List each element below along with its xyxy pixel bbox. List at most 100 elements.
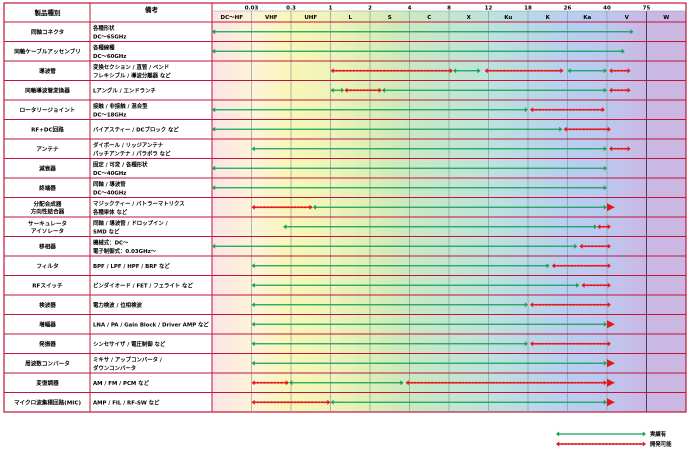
- row-product-name: アイソレータ: [31, 227, 65, 235]
- proven-arrow-end: [603, 165, 607, 171]
- boundary-label: 0.03: [245, 6, 259, 12]
- row-notes: 電力検波 / 位相検波: [93, 301, 142, 309]
- proven-arrow-end: [546, 263, 550, 269]
- proven-arrow-start: [212, 185, 216, 191]
- dev-arrow-end: [607, 243, 611, 249]
- dev-arrow-end: [627, 146, 631, 152]
- proven-arrow-start: [556, 431, 560, 437]
- proven-arrow-start: [251, 282, 255, 288]
- row-notes: DC〜65GHz: [93, 34, 126, 40]
- row-product-name: 移相器: [39, 242, 56, 250]
- dev-arrow-tip: [607, 378, 615, 387]
- row-notes: シンセサイザ / 電圧制御 など: [93, 340, 166, 348]
- row-notes: バイアスティー / DCブロック など: [93, 125, 179, 133]
- row-notes: ピンダイオード / FET / フェライト など: [93, 281, 193, 289]
- proven-arrow-start: [251, 302, 255, 308]
- proven-arrow-end: [603, 185, 607, 191]
- band-bg-x: [449, 11, 489, 412]
- row-notes: DC〜40GHz: [93, 171, 126, 177]
- row-notes: ミキサ / アップコンバータ /: [93, 355, 162, 363]
- row-product-name: フィルタ: [36, 262, 59, 270]
- proven-arrow-start: [251, 146, 255, 152]
- band-label: L: [348, 15, 352, 21]
- dev-arrow-tip: [607, 398, 615, 407]
- proven-arrow-start: [283, 224, 287, 230]
- proven-arrow-end: [603, 87, 607, 93]
- band-label: K: [546, 15, 551, 21]
- boundary-label: 8: [447, 6, 451, 12]
- header-notes: 備考: [145, 5, 159, 14]
- row-product-name: 検波器: [39, 301, 56, 309]
- band-label: C: [427, 15, 431, 21]
- row-notes: 固定 / 可変 / 各種形状: [93, 160, 148, 168]
- dev-arrow-start: [529, 107, 534, 113]
- dev-arrow-start: [330, 68, 334, 74]
- boundary-label: 4: [408, 6, 412, 12]
- dev-arrow-end: [627, 68, 631, 74]
- row-product-name: 同軸ケーブルアッセンブリ: [14, 47, 81, 55]
- row-notes: BPF / LPF / HPF / BRF など: [93, 262, 170, 270]
- row-notes: 接触 / 非接触 / 混合型: [93, 102, 148, 110]
- band-bg-l: [330, 11, 371, 412]
- row-product-name: RF+DC回路: [31, 125, 64, 133]
- row-product-name: アンテナ: [36, 146, 59, 153]
- row-notes: 機械式：DC〜: [93, 238, 129, 246]
- row-product-name: 変復調器: [36, 379, 59, 387]
- band-label: V: [625, 15, 630, 21]
- row-product-name: 分配合成器: [34, 200, 62, 208]
- boundary-label: 1: [329, 6, 333, 12]
- proven-arrow-start: [212, 107, 216, 113]
- dev-arrow-start: [251, 380, 255, 386]
- boundary-label: 0.3: [286, 6, 296, 12]
- proven-arrow-end: [559, 126, 563, 132]
- proven-arrow-end: [524, 107, 528, 113]
- row-notes: フレキシブル / 導波分離器 など: [93, 71, 171, 79]
- dev-arrow-start: [608, 87, 613, 93]
- proven-arrow-start: [251, 341, 255, 347]
- proven-arrow-end: [603, 321, 607, 327]
- row-notes: 同軸 / 導波管: [93, 180, 126, 188]
- proven-arrow-end: [630, 29, 634, 35]
- dev-arrow-start: [529, 302, 534, 308]
- dev-arrow-start: [344, 87, 348, 93]
- row-product-name: サーキュレータ: [28, 219, 67, 227]
- dev-arrow-end: [627, 87, 631, 93]
- row-product-name: 増幅器: [39, 320, 56, 328]
- row-notes: 各種線種: [92, 43, 115, 51]
- dev-arrow-tip: [607, 203, 615, 212]
- dev-arrow-start: [556, 441, 560, 447]
- dev-arrow-start: [608, 68, 613, 74]
- proven-arrow-start: [212, 126, 216, 132]
- boundary-label: 18: [524, 6, 532, 12]
- dev-arrow-start: [529, 341, 534, 347]
- proven-arrow-start: [251, 321, 255, 327]
- row-notes: 各種形状: [92, 24, 115, 32]
- row-notes: SMD など: [93, 227, 120, 235]
- proven-arrow-end: [603, 146, 607, 152]
- proven-arrow-start: [567, 68, 571, 74]
- band-label: Ka: [583, 15, 591, 21]
- row-notes: ダウンコンバータ: [93, 364, 136, 372]
- dev-arrow-end: [607, 224, 611, 230]
- dev-arrow-end: [327, 399, 331, 405]
- band-bg-c: [409, 11, 450, 412]
- band-label: VHF: [265, 15, 278, 21]
- label-columns-bg: [4, 3, 212, 412]
- proven-arrow-start: [212, 48, 216, 54]
- dev-arrow-end: [607, 126, 611, 132]
- band-label: UHF: [304, 15, 317, 21]
- row-product-name: 周波数コンバータ: [25, 359, 70, 367]
- dev-arrow-start: [597, 224, 601, 230]
- proven-arrow-start: [381, 87, 386, 93]
- proven-arrow-start: [251, 263, 255, 269]
- proven-arrow-start: [251, 360, 255, 366]
- row-notes: 電子制御式：0.03GHz〜: [93, 247, 157, 255]
- proven-arrow-start: [312, 204, 316, 210]
- dev-arrow-end: [642, 441, 646, 447]
- boundary-label: 2: [368, 6, 372, 12]
- proven-arrow-start: [212, 29, 216, 35]
- row-product-name: 方向性結合器: [31, 207, 65, 215]
- band-label: DC〜HF: [221, 15, 244, 21]
- row-notes: 同軸 / 導波管 / ドロップイン /: [93, 219, 168, 227]
- dev-arrow-start: [251, 204, 255, 210]
